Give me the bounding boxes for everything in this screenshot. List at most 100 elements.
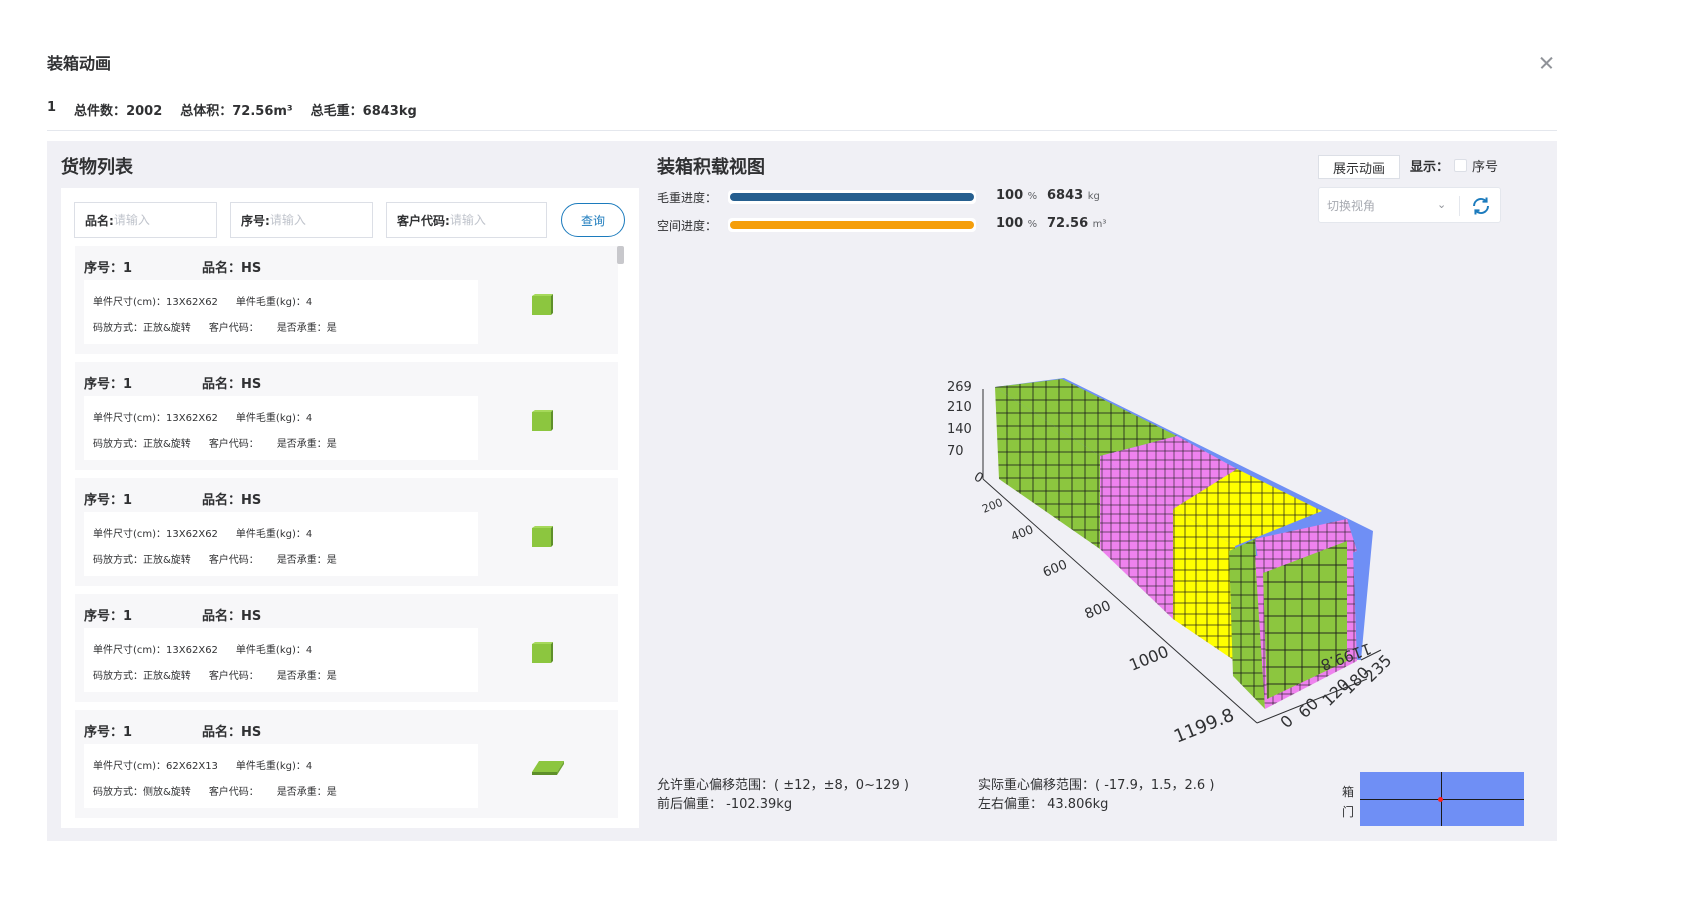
item-seq: 序号：1: [84, 725, 133, 740]
item-details: 单件尺寸(cm)：13X62X62 单件毛重(kg)：4 码放方式：正放&旋转 客户代…: [84, 512, 478, 576]
seq-search-input[interactable]: [269, 213, 360, 227]
length-tick: 1199.8: [1171, 705, 1237, 748]
refresh-icon[interactable]: [1469, 194, 1493, 218]
item-row: 单件尺寸(cm)：62X62X13 单件毛重(kg)：4: [93, 757, 312, 772]
item-customer: 客户代码：: [208, 671, 259, 682]
cargo-list[interactable]: 序号：1 品名：HS 单件尺寸(cm)：13X62X62 单件毛重(kg)：4 码放方式…: [75, 246, 627, 824]
length-tick: 1000: [1126, 642, 1171, 675]
cube-box-icon: [532, 410, 553, 431]
cube-box-icon: [532, 642, 553, 663]
close-icon[interactable]: [1536, 52, 1558, 74]
width-axis: [1256, 678, 1368, 724]
list-item[interactable]: 序号：1 品名：HS 单件尺寸(cm)：62X62X13 单件毛重(kg)：4 码放方式…: [75, 710, 618, 818]
seq-search-field: 序号:: [230, 202, 373, 238]
list-item[interactable]: 序号：1 品名：HS 单件尺寸(cm)：13X62X62 单件毛重(kg)：4 码放方式…: [75, 478, 618, 586]
summary-index: 1: [47, 100, 57, 115]
cargo-block-pink-front: [1100, 456, 1173, 619]
list-scrollbar[interactable]: [617, 246, 624, 264]
seq-checkbox[interactable]: [1454, 159, 1467, 172]
cg-front-back: 前后偏重： -102.39kg: [657, 797, 793, 812]
cg-allowed-range: 允许重心偏移范围：( ±12，±8，0~129 ): [657, 778, 909, 793]
item-seq: 序号：1: [84, 493, 133, 508]
item-weight: 单件毛重(kg)：4: [235, 413, 313, 424]
end-axis: [1360, 649, 1382, 661]
item-row: 码放方式：正放&旋转 客户代码： 是否承重：是: [93, 667, 337, 682]
list-item[interactable]: 序号：1 品名：HS 单件尺寸(cm)：13X62X62 单件毛重(kg)：4 码放方式…: [75, 362, 618, 470]
item-row: 码放方式：侧放&旋转 客户代码： 是否承重：是: [93, 783, 337, 798]
summary-total-count: 总件数：2002: [74, 104, 163, 119]
item-stack: 码放方式：正放&旋转: [93, 671, 191, 682]
weight-progress-fill: [730, 193, 974, 201]
item-bearing: 是否承重：是: [276, 787, 337, 798]
item-size: 单件尺寸(cm)：13X62X62: [93, 529, 218, 540]
list-item[interactable]: 序号：1 品名：HS 单件尺寸(cm)：13X62X62 单件毛重(kg)：4 码放方式…: [75, 594, 618, 702]
space-progress-label: 空间进度：: [657, 219, 718, 233]
door-label-2: 门: [1342, 805, 1355, 819]
cg-left-right: 左右偏重： 43.806kg: [978, 797, 1109, 812]
weight-progress-bar: [728, 190, 976, 204]
summary-bar: 1 总件数：2002 总体积：72.56m³ 总毛重：6843kg: [47, 100, 417, 119]
height-tick: 140: [947, 422, 972, 437]
cargo-block-green-mid: [1229, 539, 1265, 709]
item-stack: 码放方式：正放&旋转: [93, 555, 191, 566]
item-weight: 单件毛重(kg)：4: [235, 761, 313, 772]
weight-progress-value: 6843 kg: [1047, 188, 1100, 203]
list-item[interactable]: 序号：1 品名：HS 单件尺寸(cm)：13X62X62 单件毛重(kg)：4 码放方式…: [75, 246, 618, 354]
weight-progress-label: 毛重进度：: [657, 191, 718, 205]
seq-checkbox-label: 序号: [1472, 160, 1499, 175]
customer-search-input[interactable]: [449, 213, 530, 227]
item-stack: 码放方式：正放&旋转: [93, 439, 191, 450]
item-name: 品名：HS: [202, 493, 262, 508]
item-details: 单件尺寸(cm)：13X62X62 单件毛重(kg)：4 码放方式：正放&旋转 客户代…: [84, 396, 478, 460]
item-row: 单件尺寸(cm)：13X62X62 单件毛重(kg)：4: [93, 293, 312, 308]
item-weight: 单件毛重(kg)：4: [235, 529, 313, 540]
space-progress-percent: 100 %: [996, 216, 1038, 231]
item-stack: 码放方式：正放&旋转: [93, 323, 191, 334]
item-name: 品名：HS: [202, 261, 262, 276]
item-details: 单件尺寸(cm)：62X62X13 单件毛重(kg)：4 码放方式：侧放&旋转 客户代…: [84, 744, 478, 808]
height-tick: 70: [947, 444, 964, 459]
cargo-block-yellow-top: [1173, 469, 1322, 546]
chevron-down-icon: ⌄: [1437, 198, 1447, 211]
space-progress-bar: [728, 218, 976, 232]
item-size: 单件尺寸(cm)：62X62X13: [93, 761, 218, 772]
item-name: 品名：HS: [202, 725, 262, 740]
item-seq: 序号：1: [84, 377, 133, 392]
flat-box-icon: [532, 761, 564, 775]
height-tick: 210: [947, 400, 972, 415]
cargo-list-panel: 品名: 序号: 客户代码: 查询 序号：1 品名：HS 单件尺寸(cm)：13X62…: [61, 188, 639, 828]
item-weight: 单件毛重(kg)：4: [235, 645, 313, 656]
cube-box-icon: [532, 294, 553, 315]
length-axis: [982, 478, 1258, 724]
item-weight: 单件毛重(kg)：4: [235, 297, 313, 308]
item-size: 单件尺寸(cm)：13X62X62: [93, 645, 218, 656]
select-separator: [1459, 196, 1460, 216]
item-bearing: 是否承重：是: [276, 555, 337, 566]
cargo-block-pink-top: [1100, 436, 1237, 509]
length-tick: 400: [1009, 522, 1035, 544]
name-search-input[interactable]: [113, 213, 204, 227]
space-progress-value: 72.56 m³: [1047, 216, 1107, 231]
item-stack: 码放方式：侧放&旋转: [93, 787, 191, 798]
item-customer: 客户代码：: [208, 439, 259, 450]
length-tick: 600: [1041, 558, 1070, 581]
item-details: 单件尺寸(cm)：13X62X62 单件毛重(kg)：4 码放方式：正放&旋转 客户代…: [84, 628, 478, 692]
item-customer: 客户代码：: [208, 787, 259, 798]
load-view-title: 装箱积载视图: [657, 157, 765, 178]
length-tick: 800: [1083, 598, 1114, 623]
dialog-title: 装箱动画: [47, 54, 112, 73]
item-details: 单件尺寸(cm)：13X62X62 单件毛重(kg)：4 码放方式：正放&旋转 客户代…: [84, 280, 478, 344]
item-header: 序号：1 品名：HS: [84, 257, 261, 276]
item-size: 单件尺寸(cm)：13X62X62: [93, 413, 218, 424]
item-size: 单件尺寸(cm)：13X62X62: [93, 297, 218, 308]
item-row: 单件尺寸(cm)：13X62X62 单件毛重(kg)：4: [93, 409, 312, 424]
play-animation-button[interactable]: 展示动画: [1318, 155, 1400, 179]
query-button[interactable]: 查询: [561, 203, 625, 237]
customer-search-label: 客户代码:: [397, 213, 450, 228]
item-header: 序号：1 品名：HS: [84, 721, 261, 740]
view-angle-select[interactable]: 切换视角 ⌄: [1318, 187, 1501, 223]
item-header: 序号：1 品名：HS: [84, 489, 261, 508]
door-label-1: 箱: [1342, 785, 1355, 799]
height-tick: 269: [947, 380, 972, 395]
